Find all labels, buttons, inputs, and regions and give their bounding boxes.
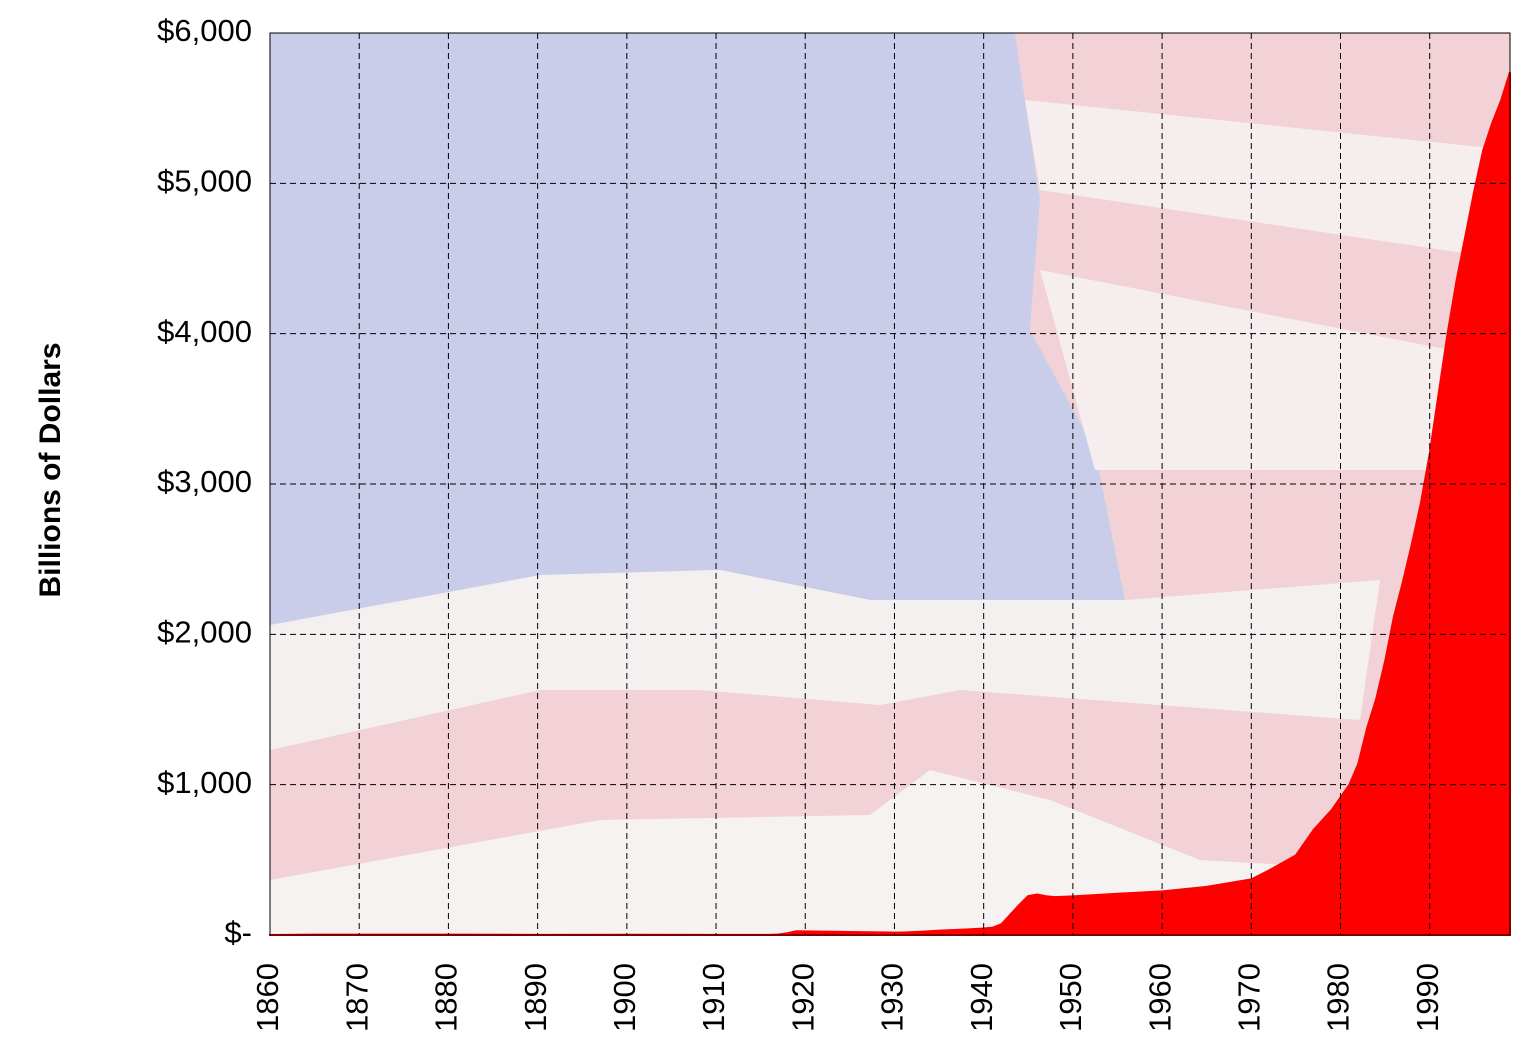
y-tick-label: $6,000 <box>157 13 252 48</box>
x-tick-label: 1930 <box>875 963 910 1032</box>
x-tick-label: 1980 <box>1321 963 1356 1032</box>
x-tick-label: 1990 <box>1410 963 1445 1032</box>
y-tick-label: $3,000 <box>157 464 252 499</box>
x-tick-label: 1920 <box>785 963 820 1032</box>
x-tick-label: 1870 <box>339 963 374 1032</box>
y-tick-label: $1,000 <box>157 765 252 800</box>
x-tick-label: 1900 <box>607 963 642 1032</box>
y-tick-label: $4,000 <box>157 314 252 349</box>
area <box>269 71 1511 936</box>
x-tick-label: 1910 <box>696 963 731 1032</box>
y-axis-title: Billions of Dollars <box>34 342 67 597</box>
x-tick-label: 1890 <box>518 963 553 1032</box>
y-tick-label: $2,000 <box>157 615 252 650</box>
y-tick-label: $- <box>224 915 252 950</box>
plot-frame <box>269 32 1511 936</box>
x-tick-label: 1970 <box>1231 963 1266 1032</box>
y-tick-label: $5,000 <box>157 164 252 199</box>
x-tick-label: 1960 <box>1142 963 1177 1032</box>
x-tick-label: 1950 <box>1053 963 1088 1032</box>
x-tick-label: 1860 <box>250 963 285 1032</box>
x-tick-label: 1880 <box>429 963 464 1032</box>
x-tick-label: 1940 <box>964 963 999 1032</box>
